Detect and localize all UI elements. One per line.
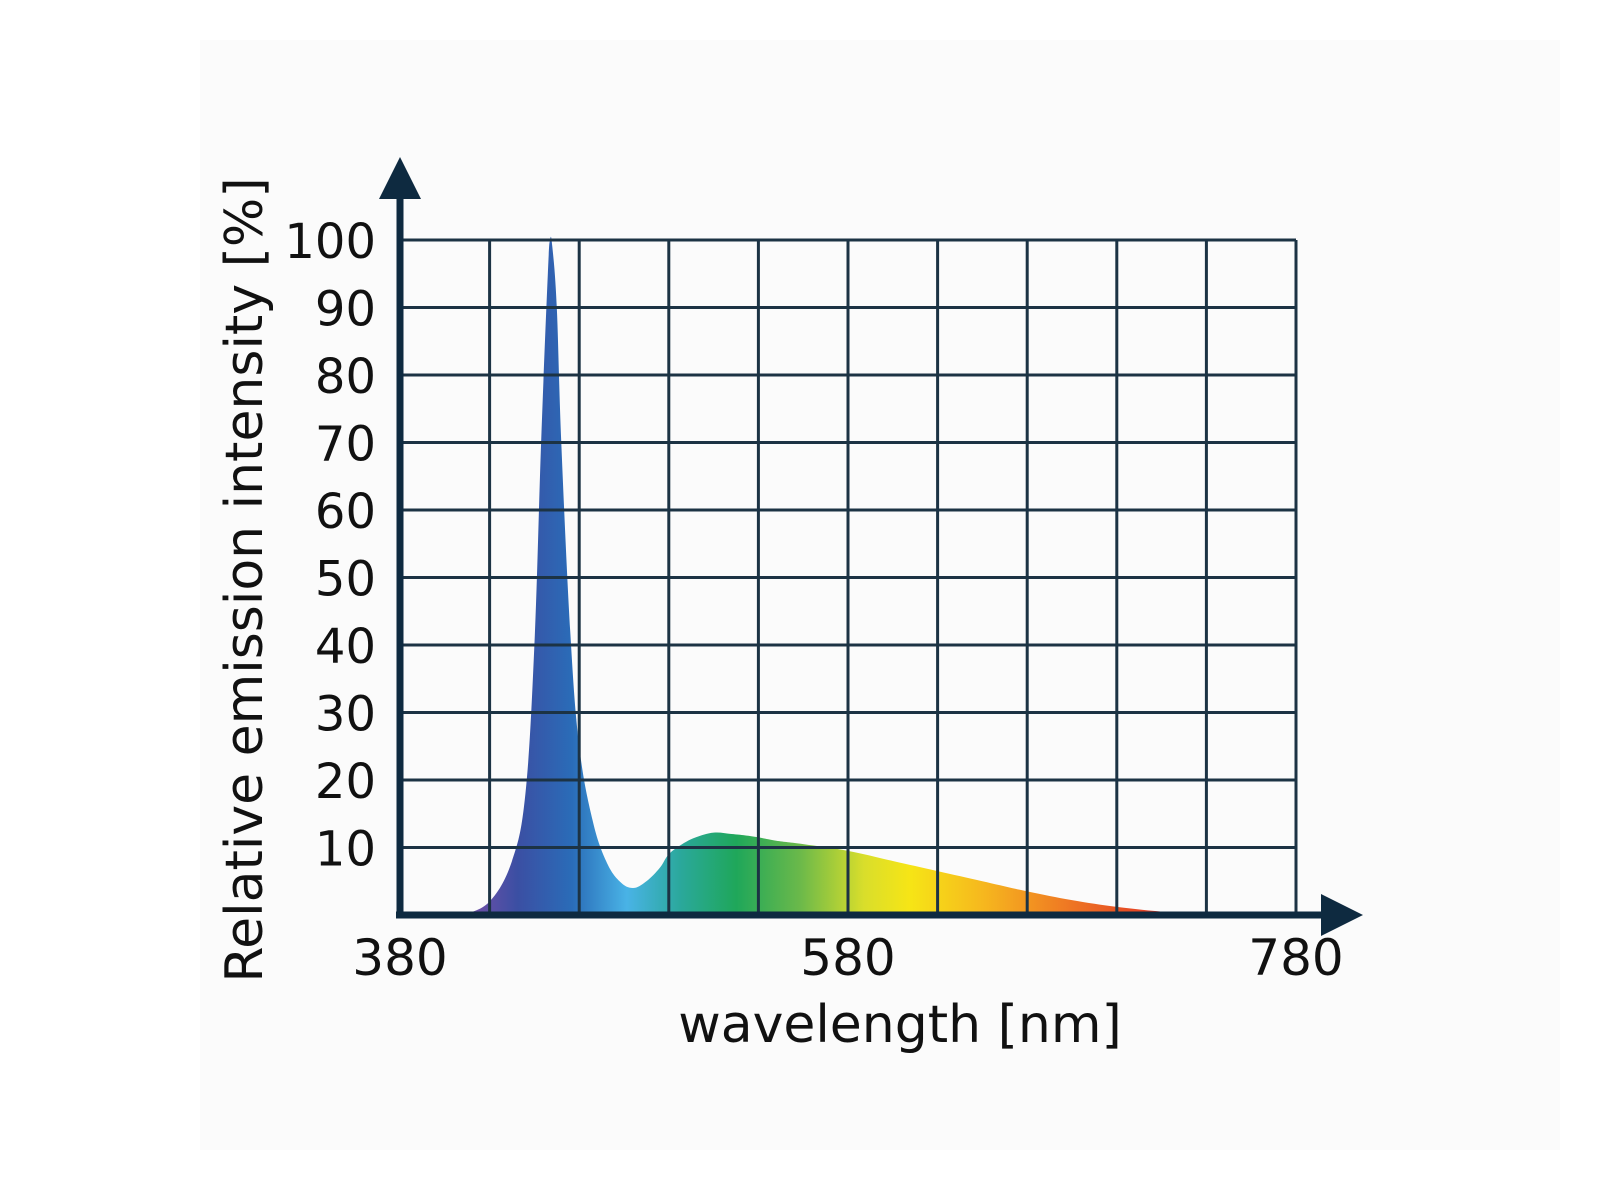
x-tick-label: 580 (800, 929, 895, 987)
y-tick-label: 80 (315, 349, 376, 405)
y-tick-label: 50 (315, 552, 376, 608)
y-tick-label: 40 (315, 619, 376, 675)
y-tick-label: 90 (315, 282, 376, 338)
x-tick-label: 380 (352, 929, 447, 987)
axes (379, 157, 1363, 936)
y-tick-label: 30 (315, 687, 376, 743)
grid (400, 238, 1298, 915)
y-tick-label: 20 (315, 754, 376, 810)
y-tick-label: 60 (315, 484, 376, 540)
y-tick-label: 100 (284, 214, 376, 270)
plot-backdrop (200, 40, 1560, 1150)
x-axis-title: wavelength [nm] (678, 995, 1122, 1055)
x-tick-label: 780 (1248, 929, 1343, 987)
y-tick-label: 70 (315, 417, 376, 473)
tick-labels: 10 20 30 40 50 60 70 80 90 100 380 580 780 (284, 214, 1343, 987)
y-tick-label: 10 (315, 822, 376, 878)
y-axis-title: Relative emission intensity [%] (215, 177, 275, 982)
